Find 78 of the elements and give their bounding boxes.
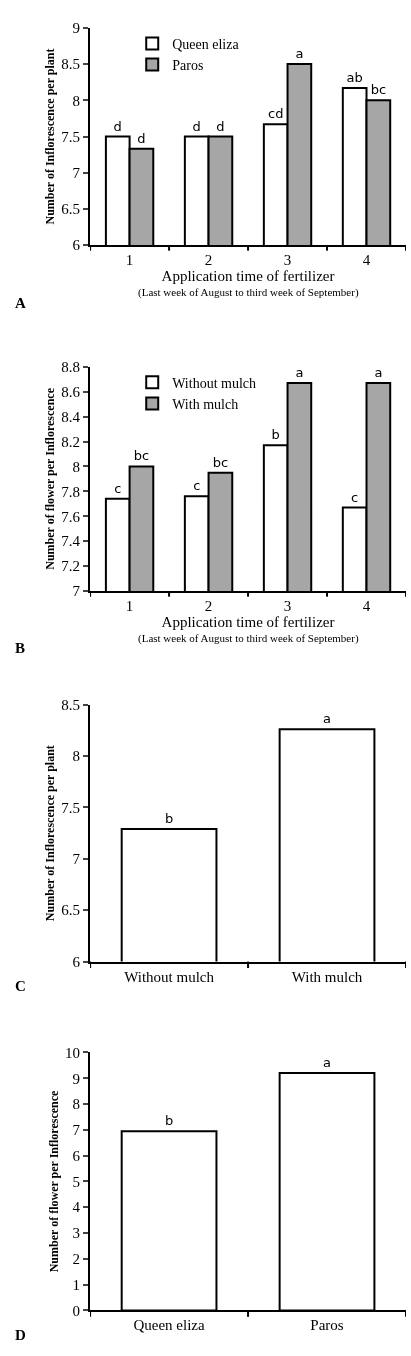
- data-label: d: [192, 118, 201, 134]
- data-label: b: [271, 427, 280, 443]
- x-tick-label: 1: [125, 252, 134, 269]
- y-tick-label: 8.5: [61, 696, 81, 713]
- legend-label: Paros: [172, 58, 204, 74]
- y-tick-label: 6: [72, 953, 81, 970]
- text: (Last week of August to third week of September): [138, 632, 359, 645]
- text: B: [15, 640, 26, 656]
- data-label: c: [351, 489, 359, 505]
- x-axis-title: Application time of fertilizer: [161, 614, 335, 631]
- y-tick-label: 8.8: [61, 358, 81, 375]
- legend-label: Without mulch: [172, 375, 257, 391]
- y-tick-label: 8.2: [61, 433, 81, 450]
- y-tick-label: 6.5: [61, 902, 81, 919]
- y-tick-label: 8.5: [61, 56, 81, 73]
- y-tick-label: 8: [72, 458, 81, 475]
- y-tick-label: 7: [72, 164, 81, 181]
- y-axis-title: Number of Inflorescence per plant: [43, 48, 58, 225]
- y-tick-label: 3: [72, 1225, 81, 1242]
- y-tick-label: 8.6: [61, 383, 81, 400]
- text: C: [15, 978, 26, 994]
- y-tick-label: 7: [72, 1122, 81, 1139]
- y-tick-label: 7.8: [61, 483, 81, 500]
- y-tick-label: 0: [72, 1302, 81, 1319]
- x-tick-label: 4: [362, 598, 371, 615]
- y-tick-label: 9: [72, 1070, 81, 1087]
- y-axis-title: Number of Inflorescence per plant: [43, 745, 58, 922]
- y-tick-label: 2: [72, 1251, 81, 1268]
- data-label: bc: [133, 448, 150, 464]
- y-tick-label: 7.4: [61, 533, 81, 550]
- y-tick-label: 8: [72, 748, 81, 765]
- y-tick-label: 8: [72, 92, 81, 109]
- y-tick-label: 5: [72, 1173, 81, 1190]
- data-label: a: [323, 1055, 332, 1071]
- data-label: c: [193, 478, 201, 494]
- data-label: d: [113, 118, 122, 134]
- y-tick-label: 7.6: [61, 508, 81, 525]
- y-tick-label: 7.5: [61, 128, 81, 145]
- y-tick-label: 7: [72, 851, 81, 868]
- y-tick-label: 7: [72, 583, 81, 600]
- y-tick-label: 7.5: [61, 799, 81, 816]
- text: (Last week of August to third week of September): [138, 286, 359, 299]
- data-label: bc: [212, 454, 229, 470]
- y-tick-label: 10: [65, 1044, 81, 1061]
- x-tick-label: 1: [125, 598, 134, 615]
- y-tick-label: 8.4: [61, 408, 81, 425]
- text: A: [15, 295, 26, 311]
- data-label: a: [374, 364, 383, 380]
- x-tick-label: 2: [204, 598, 213, 615]
- x-tick-label: 2: [204, 252, 213, 269]
- data-label: cd: [267, 106, 284, 122]
- data-label: c: [114, 480, 122, 496]
- y-tick-label: 9: [72, 20, 81, 37]
- data-label: b: [164, 811, 174, 827]
- data-label: a: [295, 364, 304, 380]
- y-tick-label: 8: [72, 1096, 81, 1113]
- data-label: a: [323, 711, 332, 727]
- data-label: d: [137, 130, 146, 146]
- y-tick-label: 1: [72, 1276, 81, 1293]
- x-tick-label: 4: [362, 252, 371, 269]
- y-tick-label: 6: [72, 237, 81, 254]
- y-tick-label: 6: [72, 1147, 81, 1164]
- text: D: [15, 1327, 26, 1343]
- y-axis-title: Number of flower per Inflorescence: [43, 387, 58, 570]
- y-axis-title: Number of flower per Inflorescence: [46, 1089, 61, 1273]
- y-tick-label: 7.2: [61, 558, 81, 575]
- data-label: b: [164, 1113, 174, 1129]
- data-label: ab: [346, 69, 363, 85]
- data-label: d: [216, 118, 225, 134]
- y-tick-label: 6.5: [61, 201, 81, 218]
- x-tick-label: 3: [283, 252, 292, 269]
- legend-label: With mulch: [172, 397, 239, 412]
- x-tick-label: 3: [283, 598, 292, 615]
- x-axis-title: Application time of fertilizer: [161, 268, 335, 285]
- data-label: a: [295, 46, 304, 62]
- data-label: bc: [370, 82, 387, 98]
- y-tick-label: 4: [72, 1199, 81, 1216]
- legend-label: Queen eliza: [172, 36, 240, 52]
